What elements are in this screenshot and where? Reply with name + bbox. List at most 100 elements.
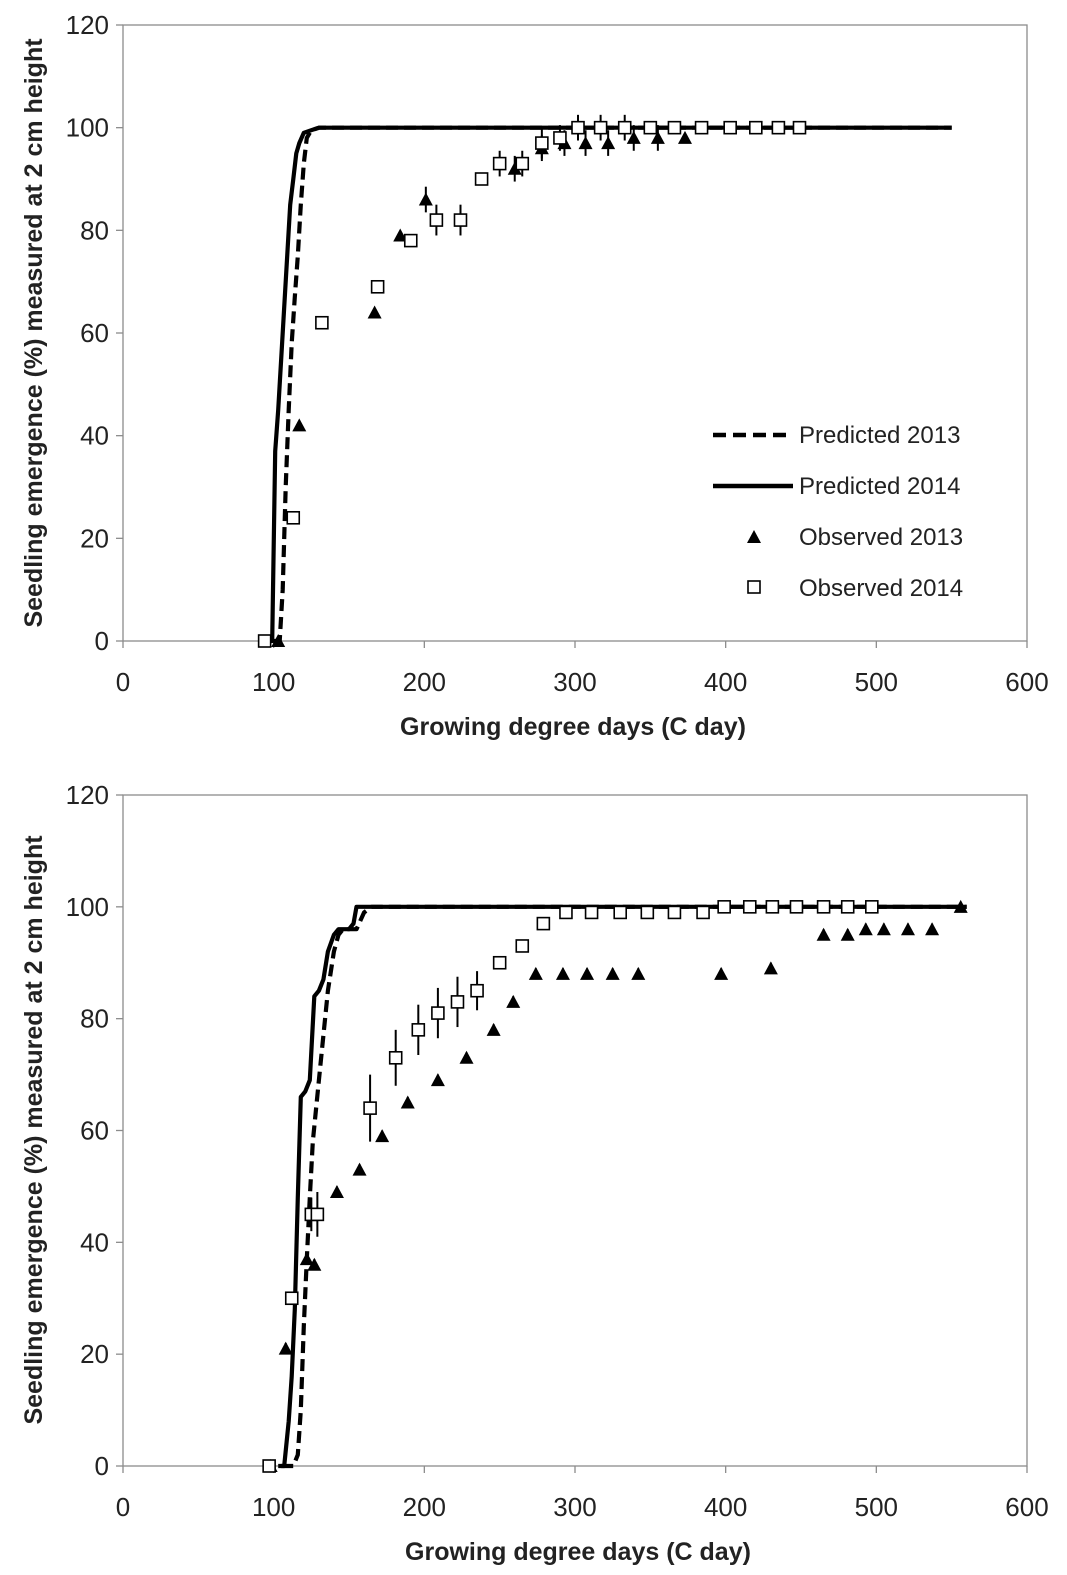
- y-tick-label: 20: [80, 1339, 109, 1369]
- point-observed-2014: [431, 1006, 445, 1020]
- point-observed-2013: [299, 1252, 314, 1266]
- plot-layer: 0 20 40 60 80 100 120 0 100 200 300 400 500 600: [66, 780, 1049, 1522]
- series-line-predicted-2014: [269, 125, 952, 644]
- legend-label-predicted-2013: Predicted 2013: [799, 422, 960, 449]
- legend: Predicted 2013 Predicted 2014 Observed 2…: [713, 422, 963, 602]
- point-observed-2014: [363, 1101, 377, 1115]
- point-observed-2014: [748, 120, 763, 135]
- point-observed-2013: [763, 961, 778, 975]
- point-observed-2013: [626, 130, 641, 144]
- x-tick-label: 0: [116, 1492, 130, 1522]
- y-tick-label: 120: [66, 780, 109, 810]
- point-observed-2014: [310, 1207, 325, 1222]
- point-observed-2013: [555, 966, 570, 980]
- point-observed-2013: [278, 1341, 293, 1355]
- x-tick-label: 400: [704, 1492, 747, 1522]
- point-observed-2013: [601, 136, 616, 150]
- point-observed-2014: [257, 634, 272, 648]
- point-observed-2013: [714, 966, 729, 980]
- point-observed-2013: [578, 136, 593, 150]
- point-observed-2014: [694, 120, 709, 135]
- point-observed-2014: [450, 995, 465, 1009]
- point-observed-2014: [771, 120, 786, 135]
- series-line-predicted-2013: [273, 125, 952, 644]
- x-axis-title: Growing degree days (C day): [405, 1538, 751, 1566]
- point-observed-2014: [667, 905, 682, 920]
- y-tick-label: 120: [66, 10, 109, 40]
- y-tick-label: 60: [80, 318, 109, 348]
- x-tick-label: 100: [252, 667, 295, 697]
- chart-bottom: Seedling emergence (%) measured at 2 cm …: [20, 780, 1049, 1566]
- y-tick-label: 60: [80, 1116, 109, 1146]
- point-observed-2014: [370, 279, 385, 294]
- y-tick-label: 40: [80, 1227, 109, 1257]
- point-observed-2014: [553, 131, 567, 145]
- point-observed-2014: [262, 1459, 276, 1473]
- point-observed-2013: [430, 1073, 445, 1087]
- point-observed-2013: [528, 966, 543, 980]
- x-tick-label: 500: [855, 1492, 898, 1522]
- point-observed-2014: [617, 120, 632, 135]
- legend-swatch-observed-2013: [747, 530, 761, 543]
- legend-label-observed-2014: Observed 2014: [799, 575, 963, 602]
- point-observed-2013: [650, 130, 665, 144]
- y-tick-label: 40: [80, 421, 109, 451]
- point-observed-2014: [286, 510, 301, 525]
- point-observed-2014: [643, 120, 658, 135]
- point-observed-2013: [486, 1022, 501, 1036]
- point-observed-2014: [284, 1291, 299, 1306]
- point-observed-2014: [792, 120, 807, 135]
- point-observed-2013: [631, 966, 646, 980]
- point-observed-2013: [858, 922, 873, 936]
- point-observed-2014: [470, 983, 484, 998]
- point-observed-2014: [613, 905, 628, 920]
- point-observed-2014: [584, 905, 599, 920]
- point-observed-2014: [388, 1051, 403, 1065]
- point-observed-2014: [411, 1023, 426, 1037]
- point-observed-2014: [515, 156, 530, 171]
- y-tick-label: 80: [80, 1004, 109, 1034]
- point-observed-2014: [492, 955, 507, 970]
- series-line-predicted-2014: [278, 904, 967, 1469]
- point-observed-2014: [515, 939, 530, 953]
- point-observed-2014: [474, 172, 489, 186]
- point-observed-2014: [765, 900, 780, 914]
- point-observed-2014: [723, 120, 737, 135]
- point-observed-2013: [459, 1050, 474, 1064]
- x-tick-label: 200: [403, 1492, 446, 1522]
- y-tick-label: 20: [80, 523, 109, 553]
- legend-swatch-observed-2014: [747, 580, 761, 594]
- point-observed-2013: [677, 130, 692, 144]
- point-observed-2013: [307, 1257, 322, 1271]
- point-observed-2014: [593, 120, 608, 135]
- point-observed-2013: [400, 1095, 415, 1109]
- y-tick-label: 0: [95, 1451, 109, 1481]
- point-observed-2013: [375, 1129, 390, 1143]
- x-tick-label: 300: [553, 667, 596, 697]
- point-observed-2013: [900, 922, 915, 936]
- point-observed-2014: [840, 900, 855, 914]
- point-observed-2013: [580, 966, 595, 980]
- x-tick-label: 600: [1005, 1492, 1048, 1522]
- point-observed-2013: [925, 922, 940, 936]
- point-observed-2013: [292, 418, 307, 432]
- point-observed-2013: [418, 192, 433, 206]
- point-observed-2014: [667, 120, 682, 135]
- x-tick-label: 300: [553, 1492, 596, 1522]
- y-tick-label: 0: [95, 626, 109, 656]
- point-observed-2014: [453, 213, 468, 227]
- point-observed-2014: [492, 156, 507, 171]
- point-observed-2014: [717, 900, 731, 914]
- point-observed-2013: [953, 899, 968, 913]
- series-line-predicted-2013: [281, 904, 967, 1469]
- chart-top: Seedling emergence (%) measured at 2 cm …: [20, 10, 1049, 741]
- plot-layer: 0 20 40 60 80 100 120 0 100 200 300 400 500 600: [66, 10, 1049, 697]
- point-observed-2014: [742, 900, 757, 914]
- point-observed-2013: [352, 1162, 367, 1176]
- point-observed-2013: [329, 1185, 344, 1199]
- plot-frame: [122, 794, 1028, 1467]
- point-observed-2013: [507, 161, 522, 175]
- x-tick-label: 600: [1005, 667, 1048, 697]
- point-observed-2013: [840, 927, 855, 941]
- point-observed-2014: [571, 120, 585, 135]
